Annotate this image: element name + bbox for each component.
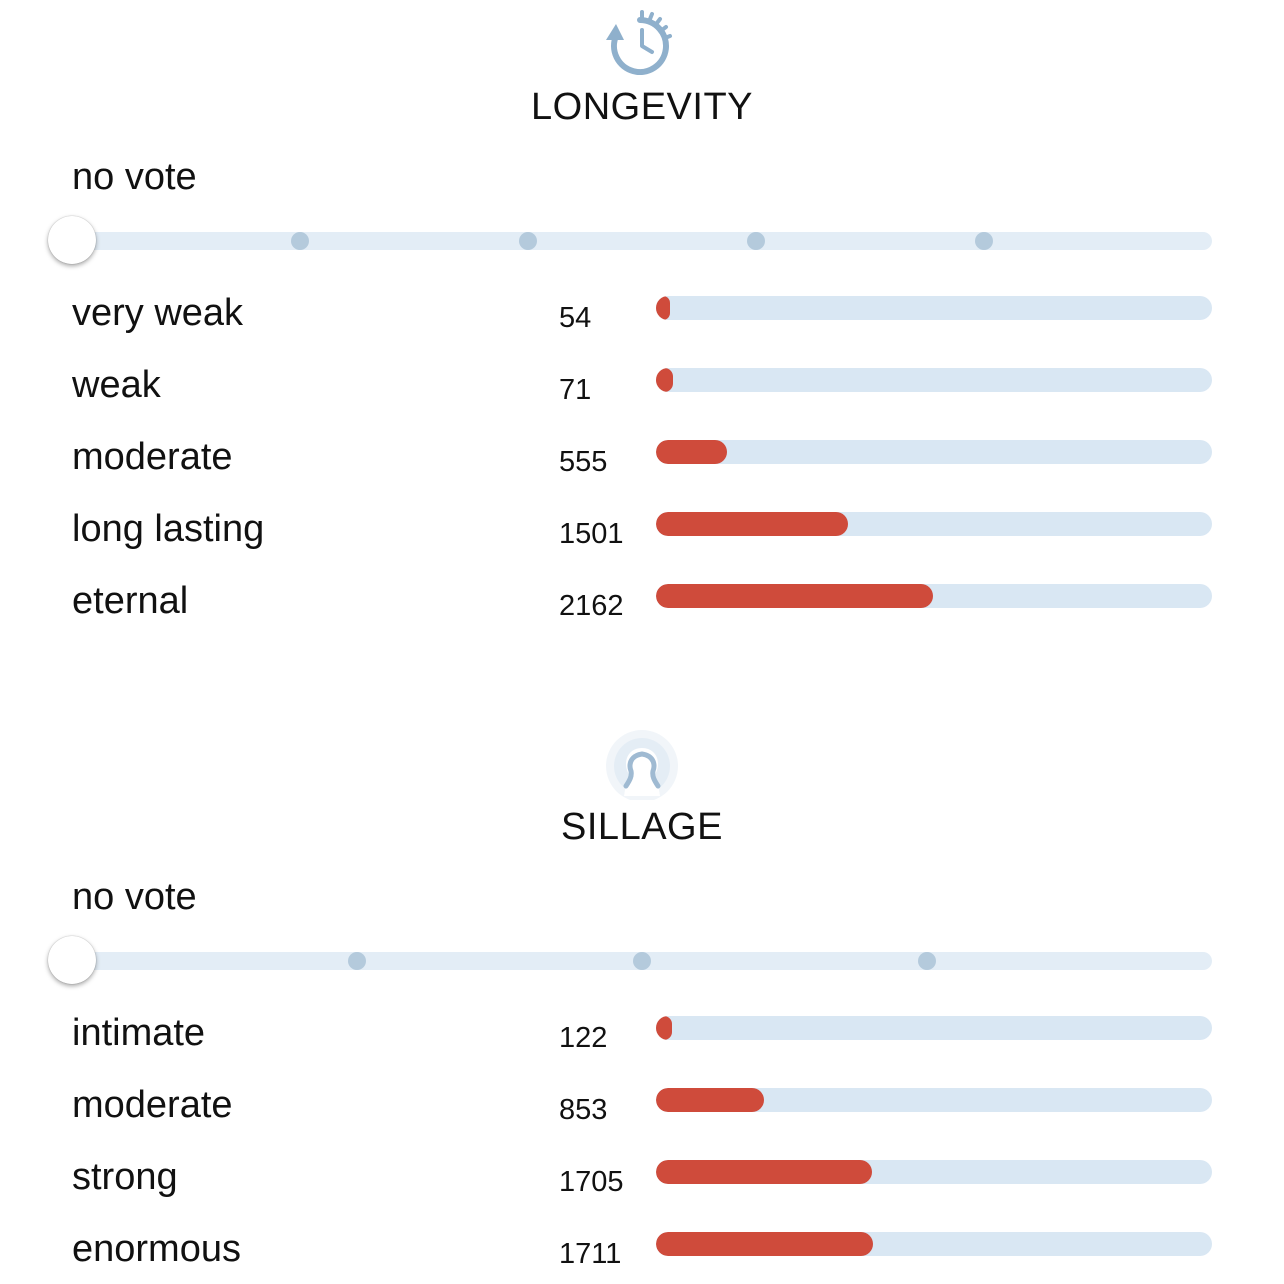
result-bar-fill xyxy=(656,584,933,608)
result-label: moderate xyxy=(72,1084,233,1126)
result-bar xyxy=(656,512,1212,536)
sillage-slider-stop[interactable] xyxy=(633,952,651,970)
result-bar-fill xyxy=(656,512,849,536)
clock-arrow-icon xyxy=(606,10,672,75)
result-bar xyxy=(656,296,1212,320)
longevity-slider-track[interactable] xyxy=(72,232,1212,250)
longevity-slider-stop[interactable] xyxy=(747,232,765,250)
longevity-slider-thumb[interactable] xyxy=(48,216,96,264)
sillage-slider-stop[interactable] xyxy=(348,952,366,970)
person-aura-icon xyxy=(606,730,678,800)
result-bar xyxy=(656,440,1212,464)
result-row: moderate 555 xyxy=(0,420,1284,492)
longevity-slider-stop[interactable] xyxy=(519,232,537,250)
result-count: 54 xyxy=(559,302,592,334)
result-bar xyxy=(656,1016,1212,1040)
result-bar xyxy=(656,368,1212,392)
result-count: 71 xyxy=(559,374,592,406)
result-row: very weak 54 xyxy=(0,276,1284,348)
longevity-slider-stop[interactable] xyxy=(291,232,309,250)
sillage-slider-thumb[interactable] xyxy=(48,936,96,984)
result-bar-fill xyxy=(656,368,673,392)
result-label: strong xyxy=(72,1156,178,1198)
result-row: enormous 1711 xyxy=(0,1212,1284,1284)
result-bar-fill xyxy=(656,1016,672,1040)
longevity-vote-status: no vote xyxy=(72,156,197,198)
sillage-results: intimate 122 moderate 853 strong 1705 en… xyxy=(0,996,1284,1284)
result-label: intimate xyxy=(72,1012,206,1054)
result-label: enormous xyxy=(72,1228,241,1270)
sillage-title: SILLAGE xyxy=(561,806,723,848)
result-bar xyxy=(656,1088,1212,1112)
longevity-vote-slider[interactable] xyxy=(48,216,1212,264)
result-count: 1501 xyxy=(559,518,624,550)
result-count: 555 xyxy=(559,446,608,478)
result-bar xyxy=(656,584,1212,608)
result-label: eternal xyxy=(72,580,189,622)
result-bar-fill xyxy=(656,1232,873,1256)
longevity-results: very weak 54 weak 71 moderate 555 long l… xyxy=(0,276,1284,636)
result-row: eternal 2162 xyxy=(0,564,1284,636)
result-bar-fill xyxy=(656,440,728,464)
longevity-title: LONGEVITY xyxy=(531,86,753,128)
result-label: moderate xyxy=(72,436,233,478)
result-label: very weak xyxy=(72,292,244,334)
result-count: 853 xyxy=(559,1094,608,1126)
result-count: 1705 xyxy=(559,1166,624,1198)
result-label: long lasting xyxy=(72,508,265,550)
sillage-vote-status: no vote xyxy=(72,876,197,918)
result-bar xyxy=(656,1232,1212,1256)
result-bar xyxy=(656,1160,1212,1184)
result-label: weak xyxy=(72,364,161,406)
result-count: 122 xyxy=(559,1022,608,1054)
sillage-slider-stop[interactable] xyxy=(918,952,936,970)
result-row: moderate 853 xyxy=(0,1068,1284,1140)
result-row: weak 71 xyxy=(0,348,1284,420)
result-row: long lasting 1501 xyxy=(0,492,1284,564)
sillage-vote-slider[interactable] xyxy=(48,936,1212,984)
result-bar-fill xyxy=(656,296,670,320)
longevity-slider-stop[interactable] xyxy=(975,232,993,250)
result-count: 1711 xyxy=(559,1238,622,1270)
result-bar-fill xyxy=(656,1160,872,1184)
result-row: intimate 122 xyxy=(0,996,1284,1068)
result-bar-fill xyxy=(656,1088,764,1112)
result-count: 2162 xyxy=(559,590,624,622)
result-row: strong 1705 xyxy=(0,1140,1284,1212)
